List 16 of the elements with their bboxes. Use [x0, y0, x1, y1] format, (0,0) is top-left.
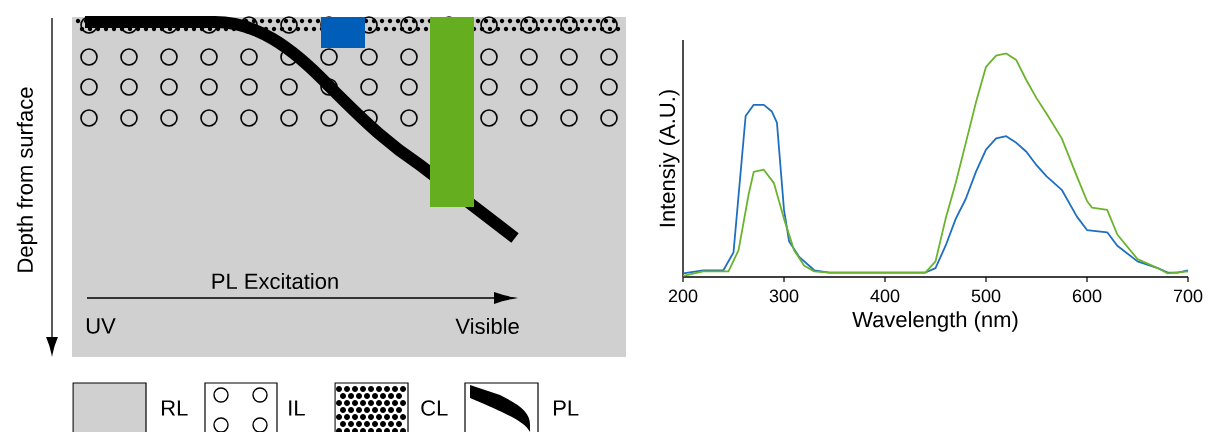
x-tick-label: 300 [769, 289, 799, 303]
text: PL Excitation [212, 272, 338, 290]
x-tick-label: 400 [870, 289, 900, 303]
text: RL [162, 400, 188, 416]
text: PL [554, 400, 579, 416]
x-tick-label: 200 [668, 289, 698, 303]
text: CL [421, 400, 448, 416]
x-axis-title: Wavelength (nm) [852, 311, 1018, 332]
x-tick-label: 500 [971, 289, 1001, 303]
x-tick-label: 600 [1072, 289, 1102, 303]
text: UV [86, 318, 116, 334]
x-tick-label: 700 [1173, 289, 1203, 303]
y-axis-title: Intensiy (A.U.) [658, 90, 680, 227]
text: Depth from surface [16, 87, 38, 272]
text: IL [289, 400, 305, 416]
text: Visible [455, 317, 519, 335]
